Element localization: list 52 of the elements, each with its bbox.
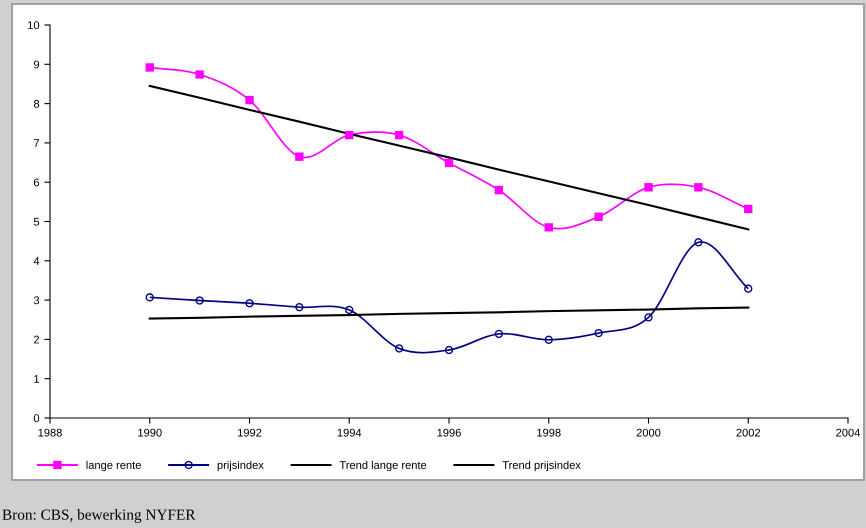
point: [494, 330, 504, 338]
point: [694, 183, 703, 192]
point: [245, 299, 254, 308]
y-tick-label: 2: [34, 336, 40, 344]
point: [146, 63, 154, 72]
point: [544, 223, 553, 232]
point: [295, 303, 304, 312]
point: [245, 96, 254, 104]
y-tick-label: 6: [34, 178, 40, 186]
y-tick-label: 4: [34, 257, 40, 265]
point: [694, 238, 703, 246]
x-tick-label: 1990: [138, 428, 162, 437]
x-tick-label: 1988: [38, 428, 62, 437]
point: [744, 284, 752, 293]
legend-label: lange rente: [86, 460, 141, 472]
point: [345, 130, 354, 140]
y-tick-label: 7: [34, 139, 40, 147]
line-series: [148, 306, 750, 320]
point: [295, 152, 304, 161]
point: [195, 70, 204, 79]
point: [195, 296, 204, 305]
y-tick-label: 0: [34, 414, 40, 422]
point: [544, 336, 553, 344]
y-tick-label: 3: [34, 296, 40, 304]
point: [394, 130, 404, 140]
point: [644, 183, 653, 192]
x-tick-label: 2004: [836, 428, 860, 437]
y-tick-label: 8: [34, 100, 40, 108]
y-tick-label: 5: [34, 218, 40, 226]
x-tick-label: 2002: [736, 428, 760, 437]
point: [444, 346, 454, 354]
point: [444, 158, 454, 168]
point: [594, 212, 603, 221]
x-tick-label: 1996: [437, 428, 461, 437]
x-tick-label: 2000: [636, 428, 660, 437]
x-tick-label: 1994: [338, 428, 362, 437]
legend-label: Trend lange rente: [340, 460, 426, 472]
point: [594, 328, 603, 338]
point: [644, 313, 653, 322]
y-tick-label: 1: [34, 375, 40, 383]
legend-label: Trend prijsindex: [502, 460, 581, 472]
x-tick-label: 1998: [537, 428, 561, 437]
point: [494, 186, 504, 194]
point: [345, 306, 354, 314]
y-tick-label: 10: [28, 21, 40, 30]
point: [394, 344, 404, 353]
x-tick-label: 1992: [238, 428, 262, 437]
legend-label: prijsindex: [218, 460, 264, 472]
text: Bron: CBS, bewerking NYFER: [2, 509, 196, 523]
point: [744, 204, 752, 214]
y-tick-label: 9: [34, 60, 40, 68]
point: [146, 293, 154, 302]
